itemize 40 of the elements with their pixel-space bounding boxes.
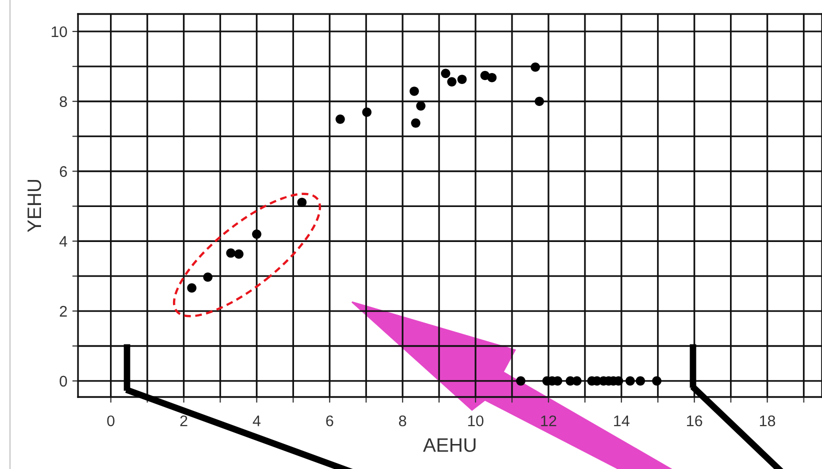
point — [652, 376, 662, 386]
point — [636, 376, 646, 386]
x-tick-label: 18 — [760, 415, 776, 426]
x-tick-label: 6 — [326, 415, 334, 426]
y-tick-label: 0 — [60, 376, 67, 387]
x-tick-label: 0 — [107, 415, 114, 426]
point — [447, 77, 456, 86]
point — [530, 62, 540, 72]
x-tick-label: 10 — [468, 415, 484, 426]
point — [336, 114, 345, 124]
point — [440, 68, 450, 78]
x-tick-label: 12 — [541, 415, 556, 426]
x-tick-label: 16 — [687, 415, 702, 426]
point — [416, 101, 426, 111]
x-tick-label: 8 — [399, 415, 406, 426]
point — [234, 249, 244, 259]
point — [252, 229, 262, 239]
point — [297, 198, 307, 208]
y-tick-label: 4 — [59, 236, 68, 247]
x-tick-label: 4 — [252, 416, 261, 426]
point — [187, 283, 196, 293]
point — [534, 96, 544, 106]
point — [411, 118, 420, 128]
y-tick-label: 10 — [52, 26, 67, 38]
point — [626, 376, 635, 386]
y-tick-label: 8 — [60, 96, 67, 108]
y-tick-label: 2 — [60, 306, 67, 317]
point — [410, 86, 419, 96]
point — [487, 72, 497, 82]
point — [516, 376, 526, 386]
x-tick-label: 14 — [614, 416, 630, 426]
point — [362, 108, 372, 117]
y-tick-label: 6 — [60, 166, 67, 177]
point — [203, 272, 212, 282]
y-axis-title: YEHU — [28, 180, 42, 232]
x-tick-label: 2 — [180, 415, 188, 426]
point — [457, 74, 467, 84]
point — [572, 376, 582, 386]
point — [226, 248, 236, 258]
x-axis-title: AEHU — [423, 438, 476, 452]
